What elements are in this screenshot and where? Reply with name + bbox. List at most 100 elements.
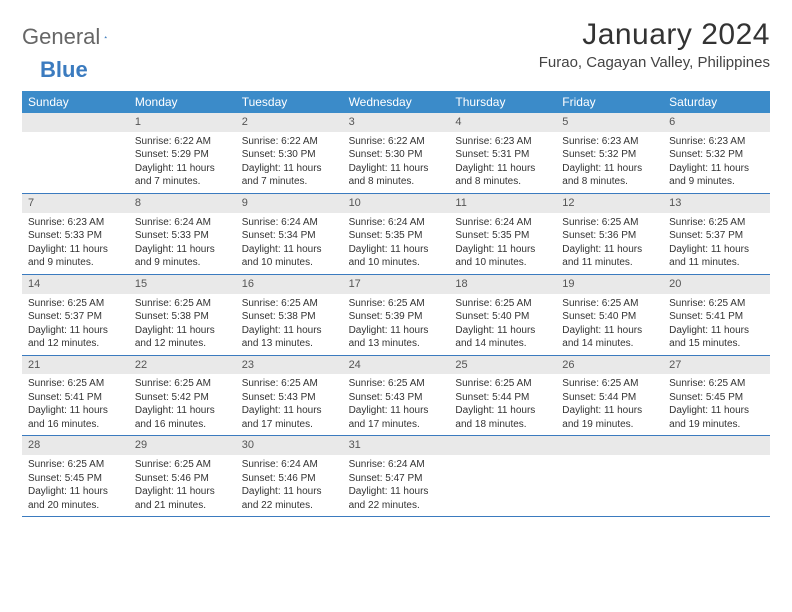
day-number: 15: [129, 275, 236, 294]
day-cell: 14Sunrise: 6:25 AMSunset: 5:37 PMDayligh…: [22, 275, 129, 355]
daylight-text: Daylight: 11 hours: [669, 324, 764, 338]
day-body: Sunrise: 6:24 AMSunset: 5:35 PMDaylight:…: [343, 213, 450, 274]
sunset-text: Sunset: 5:34 PM: [242, 229, 337, 243]
sunset-text: Sunset: 5:38 PM: [135, 310, 230, 324]
day-cell: 29Sunrise: 6:25 AMSunset: 5:46 PMDayligh…: [129, 436, 236, 516]
daylight-text: Daylight: 11 hours: [562, 243, 657, 257]
day-number: 2: [236, 113, 343, 132]
daylight-text: Daylight: 11 hours: [562, 404, 657, 418]
day-number: 16: [236, 275, 343, 294]
daylight-text: and 7 minutes.: [135, 175, 230, 189]
day-body: Sunrise: 6:25 AMSunset: 5:41 PMDaylight:…: [663, 294, 770, 355]
day-number: 28: [22, 436, 129, 455]
day-cell: 19Sunrise: 6:25 AMSunset: 5:40 PMDayligh…: [556, 275, 663, 355]
daylight-text: and 9 minutes.: [669, 175, 764, 189]
daylight-text: and 12 minutes.: [135, 337, 230, 351]
day-body: Sunrise: 6:24 AMSunset: 5:46 PMDaylight:…: [236, 455, 343, 516]
sunrise-text: Sunrise: 6:25 AM: [135, 297, 230, 311]
day-body: Sunrise: 6:23 AMSunset: 5:33 PMDaylight:…: [22, 213, 129, 274]
day-body: Sunrise: 6:24 AMSunset: 5:35 PMDaylight:…: [449, 213, 556, 274]
daylight-text: Daylight: 11 hours: [562, 324, 657, 338]
daylight-text: Daylight: 11 hours: [135, 404, 230, 418]
sunset-text: Sunset: 5:44 PM: [455, 391, 550, 405]
daylight-text: and 8 minutes.: [562, 175, 657, 189]
day-body: Sunrise: 6:25 AMSunset: 5:41 PMDaylight:…: [22, 374, 129, 435]
daylight-text: Daylight: 11 hours: [669, 243, 764, 257]
daylight-text: and 21 minutes.: [135, 499, 230, 513]
sunrise-text: Sunrise: 6:25 AM: [562, 297, 657, 311]
daylight-text: Daylight: 11 hours: [455, 162, 550, 176]
day-body: Sunrise: 6:22 AMSunset: 5:30 PMDaylight:…: [236, 132, 343, 193]
day-body: Sunrise: 6:24 AMSunset: 5:33 PMDaylight:…: [129, 213, 236, 274]
day-header: Thursday: [449, 91, 556, 113]
sunset-text: Sunset: 5:38 PM: [242, 310, 337, 324]
daylight-text: Daylight: 11 hours: [669, 404, 764, 418]
day-cell: 31Sunrise: 6:24 AMSunset: 5:47 PMDayligh…: [343, 436, 450, 516]
day-body: Sunrise: 6:23 AMSunset: 5:32 PMDaylight:…: [556, 132, 663, 193]
day-body: Sunrise: 6:25 AMSunset: 5:43 PMDaylight:…: [236, 374, 343, 435]
day-cell: 21Sunrise: 6:25 AMSunset: 5:41 PMDayligh…: [22, 356, 129, 436]
day-body: Sunrise: 6:25 AMSunset: 5:38 PMDaylight:…: [236, 294, 343, 355]
daylight-text: and 22 minutes.: [242, 499, 337, 513]
day-number: 11: [449, 194, 556, 213]
day-number: [663, 436, 770, 455]
day-cell: 15 Sunrise: 6:25 AMSunset: 5:38 PMDayligh…: [129, 275, 236, 355]
sunrise-text: Sunrise: 6:22 AM: [135, 135, 230, 149]
day-number: 8: [129, 194, 236, 213]
daylight-text: Daylight: 11 hours: [669, 162, 764, 176]
sunrise-text: Sunrise: 6:25 AM: [562, 216, 657, 230]
day-number: 17: [343, 275, 450, 294]
weeks-container: 1Sunrise: 6:22 AMSunset: 5:29 PMDaylight…: [22, 113, 770, 517]
brand-part2: Blue: [40, 57, 88, 83]
sunset-text: Sunset: 5:37 PM: [28, 310, 123, 324]
day-cell: 20Sunrise: 6:25 AMSunset: 5:41 PMDayligh…: [663, 275, 770, 355]
day-body: Sunrise: 6:22 AMSunset: 5:29 PMDaylight:…: [129, 132, 236, 193]
day-number: 14: [22, 275, 129, 294]
daylight-text: and 7 minutes.: [242, 175, 337, 189]
sunset-text: Sunset: 5:45 PM: [28, 472, 123, 486]
daylight-text: and 16 minutes.: [135, 418, 230, 432]
sunset-text: Sunset: 5:40 PM: [562, 310, 657, 324]
sunrise-text: Sunrise: 6:22 AM: [242, 135, 337, 149]
sunrise-text: Sunrise: 6:24 AM: [242, 458, 337, 472]
day-cell: 25Sunrise: 6:25 AMSunset: 5:44 PMDayligh…: [449, 356, 556, 436]
day-number: 6: [663, 113, 770, 132]
sunrise-text: Sunrise: 6:23 AM: [669, 135, 764, 149]
sunset-text: Sunset: 5:36 PM: [562, 229, 657, 243]
sunset-text: Sunset: 5:30 PM: [349, 148, 444, 162]
day-body: Sunrise: 6:25 AMSunset: 5:44 PMDaylight:…: [449, 374, 556, 435]
daylight-text: and 8 minutes.: [349, 175, 444, 189]
daylight-text: Daylight: 11 hours: [455, 243, 550, 257]
day-cell: 2Sunrise: 6:22 AMSunset: 5:30 PMDaylight…: [236, 113, 343, 193]
daylight-text: and 10 minutes.: [242, 256, 337, 270]
week-row: 1Sunrise: 6:22 AMSunset: 5:29 PMDaylight…: [22, 113, 770, 194]
day-number: 25: [449, 356, 556, 375]
sunset-text: Sunset: 5:41 PM: [669, 310, 764, 324]
daylight-text: Daylight: 11 hours: [242, 162, 337, 176]
day-cell: 6Sunrise: 6:23 AMSunset: 5:32 PMDaylight…: [663, 113, 770, 193]
daylight-text: and 10 minutes.: [455, 256, 550, 270]
sunset-text: Sunset: 5:33 PM: [135, 229, 230, 243]
day-number: 20: [663, 275, 770, 294]
day-number: 22: [129, 356, 236, 375]
daylight-text: Daylight: 11 hours: [242, 404, 337, 418]
sunset-text: Sunset: 5:46 PM: [242, 472, 337, 486]
daylight-text: Daylight: 11 hours: [28, 485, 123, 499]
day-body: Sunrise: 6:25 AMSunset: 5:42 PMDaylight:…: [129, 374, 236, 435]
daylight-text: Daylight: 11 hours: [349, 162, 444, 176]
daylight-text: Daylight: 11 hours: [349, 324, 444, 338]
day-number: 26: [556, 356, 663, 375]
daylight-text: Daylight: 11 hours: [135, 324, 230, 338]
day-number: 24: [343, 356, 450, 375]
day-number: 21: [22, 356, 129, 375]
day-body: Sunrise: 6:25 AMSunset: 5:37 PMDaylight:…: [22, 294, 129, 355]
sunset-text: Sunset: 5:43 PM: [242, 391, 337, 405]
daylight-text: and 8 minutes.: [455, 175, 550, 189]
title-block: January 2024 Furao, Cagayan Valley, Phil…: [539, 18, 770, 71]
daylight-text: and 14 minutes.: [562, 337, 657, 351]
day-body: Sunrise: 6:25 AMSunset: 5:43 PMDaylight:…: [343, 374, 450, 435]
day-cell: 12Sunrise: 6:25 AMSunset: 5:36 PMDayligh…: [556, 194, 663, 274]
brand-logo: General: [22, 18, 126, 50]
day-number: 23: [236, 356, 343, 375]
day-header: Monday: [129, 91, 236, 113]
